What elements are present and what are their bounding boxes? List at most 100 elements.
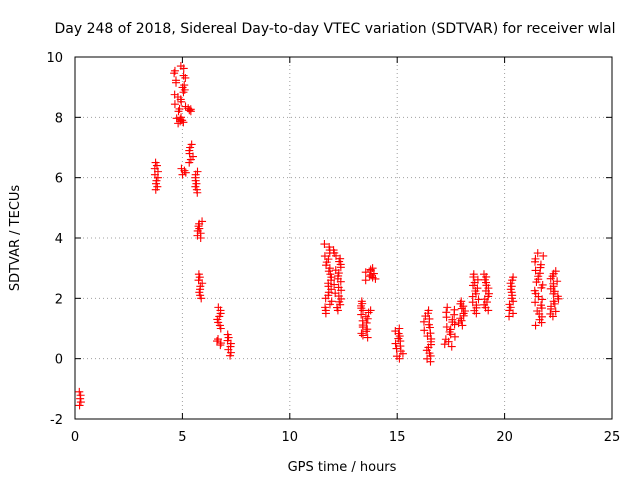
data-point (366, 265, 375, 274)
data-point (364, 308, 373, 317)
data-point (361, 268, 370, 277)
data-point (391, 339, 400, 348)
data-point (419, 317, 428, 326)
y-tick-label: 8 (55, 111, 63, 126)
x-tick-label: 5 (178, 430, 186, 445)
data-point (531, 254, 540, 263)
data-point (76, 398, 85, 407)
data-point (193, 167, 202, 176)
data-point (553, 292, 562, 301)
data-point (365, 272, 374, 281)
data-point (366, 306, 375, 315)
data-point (176, 115, 185, 124)
data-point (171, 76, 180, 85)
data-point (530, 286, 539, 295)
data-point (170, 100, 179, 109)
data-point (424, 306, 433, 315)
x-tick-label: 0 (71, 430, 79, 445)
data-point (76, 394, 85, 403)
data-point (551, 307, 560, 316)
data-point (441, 335, 450, 344)
data-point (177, 164, 186, 173)
data-point (170, 66, 179, 75)
x-tick-label: 20 (496, 430, 513, 445)
x-tick-label: 25 (604, 430, 621, 445)
data-point (553, 277, 562, 286)
data-point (176, 62, 185, 71)
data-point (327, 297, 336, 306)
x-tick-label: 10 (282, 430, 299, 445)
data-point (549, 297, 558, 306)
grid (75, 57, 612, 419)
data-point (358, 331, 367, 340)
y-tick-label: 4 (55, 232, 63, 247)
data-point (531, 298, 540, 307)
data-point (533, 307, 542, 316)
data-point (361, 312, 370, 321)
data-point (329, 246, 338, 255)
data-point (457, 297, 466, 306)
data-point (321, 303, 330, 312)
data-point (178, 170, 187, 179)
data-point (174, 119, 183, 128)
data-point (198, 217, 207, 226)
data-point (448, 315, 457, 324)
data-point (194, 270, 203, 279)
data-point (216, 341, 225, 350)
data-point (223, 330, 232, 339)
data-point (214, 303, 223, 312)
data-point (362, 318, 371, 327)
data-point (362, 327, 371, 336)
y-tick-label: 6 (55, 172, 63, 187)
data-point (172, 114, 181, 123)
y-tick-label: -2 (50, 413, 63, 428)
x-tick-label: 15 (389, 430, 406, 445)
data-point (531, 266, 540, 275)
data-point (363, 325, 372, 334)
data-point (531, 321, 540, 330)
data-point (442, 308, 451, 317)
data-point (420, 326, 429, 335)
data-point (443, 303, 452, 312)
data-point (175, 104, 184, 113)
data-point (442, 322, 451, 331)
data-point (320, 252, 329, 261)
data-point (469, 270, 478, 279)
y-tick-label: 10 (46, 51, 63, 66)
data-point (75, 387, 84, 396)
data-point (536, 260, 545, 269)
data-point (212, 337, 221, 346)
data-point (181, 168, 190, 177)
data-points (75, 62, 563, 410)
y-tick-label: 0 (55, 353, 63, 368)
data-point (151, 158, 160, 167)
data-point (331, 289, 340, 298)
data-point (331, 266, 340, 275)
data-point (533, 249, 542, 258)
data-point (363, 314, 372, 323)
x-axis-label: GPS time / hours (288, 460, 397, 475)
data-point (179, 71, 188, 80)
data-point (368, 264, 377, 273)
data-point (180, 81, 189, 90)
y-tick-label: 2 (55, 292, 63, 307)
data-point (392, 352, 401, 361)
data-point (336, 254, 345, 263)
data-point (447, 342, 456, 351)
chart-title: Day 248 of 2018, Sidereal Day-to-day VTE… (54, 21, 615, 37)
data-point (509, 273, 518, 282)
data-point (177, 113, 186, 122)
data-point (479, 270, 488, 279)
data-point (216, 339, 225, 348)
data-point (425, 314, 434, 323)
data-point (546, 309, 555, 318)
data-point (170, 90, 179, 99)
data-point (473, 275, 482, 284)
data-point (75, 401, 84, 410)
data-point (539, 251, 548, 260)
data-point (361, 276, 370, 285)
data-point (357, 329, 366, 338)
data-point (537, 301, 546, 310)
data-point (184, 104, 193, 113)
